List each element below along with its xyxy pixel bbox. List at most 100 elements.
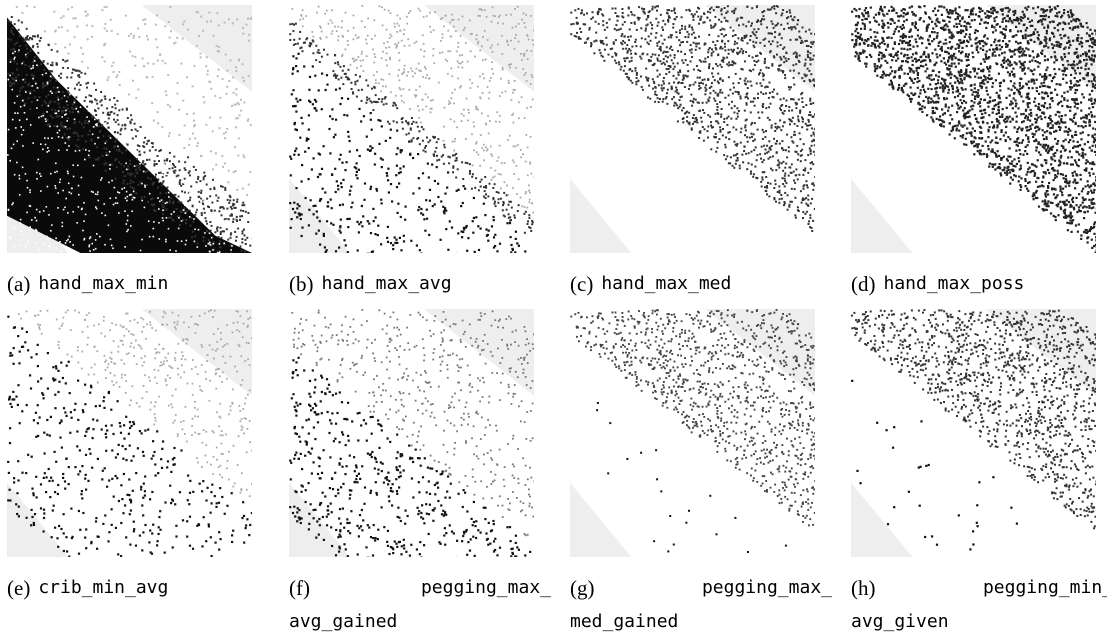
noise-dot [89, 238, 91, 240]
noise-dot [790, 15, 792, 17]
noise-dot [227, 239, 229, 241]
noise-dot [636, 29, 638, 31]
noise-dot [982, 45, 984, 47]
noise-dot [732, 51, 734, 53]
noise-dot [212, 249, 214, 251]
noise-dot [88, 110, 90, 112]
noise-dot [512, 92, 514, 94]
noise-dot [463, 109, 465, 111]
noise-dot [396, 242, 398, 244]
noise-dot [1085, 125, 1087, 127]
noise-dot [34, 217, 36, 219]
noise-dot [50, 115, 52, 117]
noise-dot [215, 194, 217, 196]
noise-dot [741, 39, 743, 41]
noise-dot [1033, 82, 1035, 84]
noise-dot [238, 59, 240, 61]
noise-dot [83, 202, 85, 204]
noise-dot [10, 237, 12, 239]
noise-dot [61, 125, 63, 127]
noise-dot [16, 63, 18, 65]
noise-dot [782, 9, 784, 11]
noise-dot [1089, 147, 1091, 149]
noise-dot [475, 177, 477, 179]
noise-dot [178, 215, 180, 217]
noise-dot [186, 205, 188, 207]
noise-dot [1056, 194, 1058, 196]
noise-dot [308, 100, 310, 102]
noise-dot [798, 120, 800, 122]
noise-dot [402, 72, 404, 74]
noise-dot [445, 15, 447, 17]
noise-dot [813, 151, 815, 153]
noise-dot [235, 207, 237, 209]
noise-dot [31, 38, 33, 40]
noise-dot [1076, 204, 1078, 206]
noise-dot [931, 40, 933, 42]
noise-dot [792, 64, 794, 66]
noise-dot [1029, 34, 1031, 36]
noise-dot [134, 123, 136, 125]
noise-dot [673, 68, 675, 70]
noise-dot [17, 51, 19, 53]
noise-dot [808, 220, 810, 222]
noise-dot [659, 60, 661, 62]
noise-dot [958, 23, 960, 25]
noise-dot [367, 35, 369, 37]
noise-dot [372, 208, 374, 210]
noise-dot [531, 203, 533, 205]
noise-dot [130, 122, 132, 124]
noise-dot [655, 32, 657, 34]
noise-dot [185, 244, 187, 246]
noise-dot [721, 13, 723, 15]
noise-dot [67, 53, 69, 55]
noise-dot [98, 121, 100, 123]
noise-dot [511, 114, 513, 116]
noise-dot [489, 120, 491, 122]
noise-dot [953, 53, 955, 55]
noise-dot [508, 82, 510, 84]
noise-dot [765, 190, 767, 192]
noise-dot [734, 10, 736, 12]
noise-dot [463, 29, 465, 31]
noise-dot [739, 167, 741, 169]
noise-dot [27, 242, 29, 244]
noise-dot [35, 242, 37, 244]
noise-dot [1060, 37, 1062, 39]
noise-dot [776, 140, 778, 142]
noise-dot [57, 87, 59, 89]
noise-dot [1054, 160, 1056, 162]
noise-dot [999, 101, 1001, 103]
noise-dot [1090, 39, 1092, 41]
noise-dot [737, 116, 739, 118]
noise-dot [690, 94, 692, 96]
noise-dot [793, 77, 795, 79]
noise-dot [761, 111, 763, 113]
noise-dot [971, 108, 973, 110]
noise-dot [181, 240, 183, 242]
noise-dot [69, 44, 71, 46]
noise-dot [979, 11, 981, 13]
noise-dot [126, 169, 128, 171]
noise-dot [773, 55, 775, 57]
noise-dot [111, 30, 113, 32]
noise-dot [312, 103, 314, 105]
noise-dot [576, 17, 578, 19]
noise-dot [768, 140, 770, 142]
noise-dot [302, 122, 304, 124]
noise-dot [813, 139, 815, 141]
noise-dot [372, 49, 374, 51]
noise-dot [110, 198, 112, 200]
noise-dot [437, 183, 439, 185]
noise-dot [117, 202, 119, 204]
noise-dot [184, 178, 186, 180]
noise-dot [735, 118, 737, 120]
noise-dot [216, 12, 218, 14]
noise-dot [645, 28, 647, 30]
noise-dot [1015, 26, 1017, 28]
noise-dot [793, 171, 795, 173]
noise-dot [786, 156, 788, 158]
noise-dot [453, 121, 455, 123]
noise-dot [507, 194, 509, 196]
noise-dot [169, 174, 171, 176]
